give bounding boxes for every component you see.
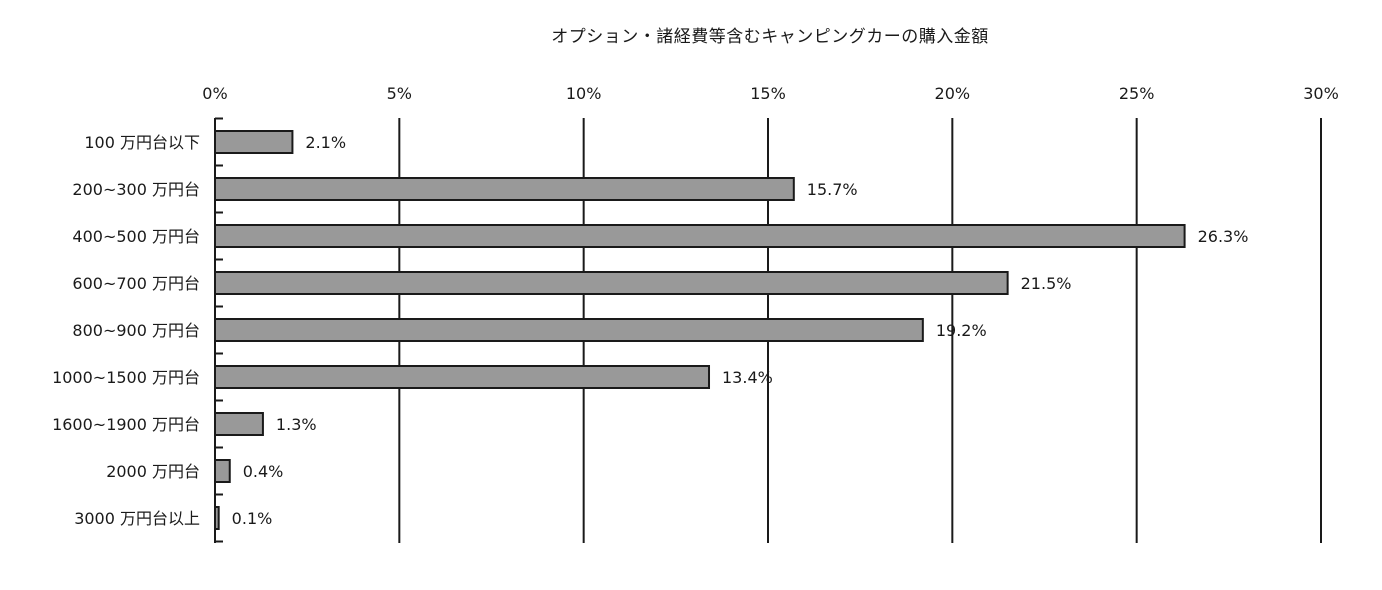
category-label: 2000 万円台 [106,462,200,481]
bar [214,177,795,201]
data-label: 19.2% [936,321,987,340]
x-tick-label: 15% [750,84,786,103]
category-label: 800~900 万円台 [72,321,200,340]
data-label: 21.5% [1021,274,1072,293]
chart-title: オプション・諸経費等含むキャンピングカーの購入金額 [551,27,989,47]
bar [214,459,231,483]
category-label: 1600~1900 万円台 [52,415,200,434]
data-label: 0.1% [232,509,273,528]
bar [214,412,264,436]
bar [214,318,924,342]
data-label: 15.7% [807,180,858,199]
data-label: 13.4% [722,368,773,387]
category-label: 400~500 万円台 [72,227,200,246]
data-label: 2.1% [305,133,346,152]
x-tick-label: 5% [387,84,412,103]
bar [214,506,220,530]
category-label: 1000~1500 万円台 [52,368,200,387]
bar [214,130,294,154]
bar [214,271,1009,295]
bar [214,224,1186,248]
data-label: 26.3% [1198,227,1249,246]
category-label: 100 万円台以下 [84,133,200,152]
x-tick-label: 20% [935,84,971,103]
x-tick-label: 10% [566,84,602,103]
category-label: 200~300 万円台 [72,180,200,199]
category-label: 600~700 万円台 [72,274,200,293]
x-tick-label: 25% [1119,84,1155,103]
data-label: 1.3% [276,415,317,434]
data-label: 0.4% [243,462,284,481]
x-tick-label: 0% [202,84,227,103]
bar [214,365,711,389]
x-tick-label: 30% [1303,84,1339,103]
category-label: 3000 万円台以上 [74,509,200,528]
